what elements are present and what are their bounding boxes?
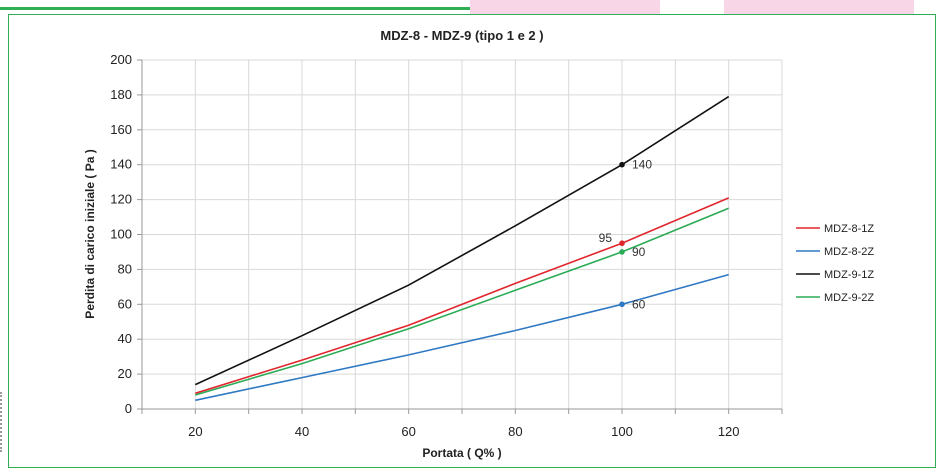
data-point-marker <box>619 249 625 255</box>
side-margin-marks <box>0 392 7 452</box>
y-tick-label: 40 <box>118 331 132 346</box>
x-tick-label: 100 <box>611 424 633 439</box>
series-line-mdz-8-1z <box>195 197 730 395</box>
series-line-mdz-9-1z <box>194 95 730 386</box>
x-tick-label: 80 <box>508 424 522 439</box>
x-tick-label: 40 <box>295 424 309 439</box>
y-tick-label: 80 <box>118 261 132 276</box>
y-tick-label: 180 <box>110 87 132 102</box>
legend-label: MDZ-9-1Z <box>824 269 874 281</box>
legend-label: MDZ-8-2Z <box>824 246 874 258</box>
data-label: 95 <box>599 231 613 245</box>
y-axis-title: Perdita di carico iniziale ( Pa ) <box>83 149 97 318</box>
data-label: 90 <box>632 245 646 259</box>
legend-label: MDZ-8-1Z <box>824 223 874 235</box>
x-axis-title: Portata ( Q% ) <box>422 446 501 460</box>
data-point-marker <box>619 240 625 247</box>
axes: 0 20 40 60 80 100 120 140 160 180 200 20 40 60 80 100 12… <box>110 52 783 439</box>
series-group: 95 60 140 90 <box>194 95 730 402</box>
data-label: 140 <box>632 158 652 172</box>
data-point-marker <box>619 161 625 168</box>
chart-title: MDZ-8 - MDZ-9 (tipo 1 e 2 ) <box>380 28 543 43</box>
data-label: 60 <box>632 297 646 311</box>
top-strip <box>0 0 942 14</box>
y-tick-label: 20 <box>118 366 132 381</box>
chart-frame <box>8 14 936 468</box>
series-line-mdz-9-2z <box>195 207 730 396</box>
x-tick-label: 120 <box>718 424 740 439</box>
legend: MDZ-8-1Z MDZ-8-2Z MDZ-9-1Z MDZ-9-2Z <box>796 223 874 304</box>
legend-label: MDZ-9-2Z <box>824 292 874 304</box>
y-tick-label: 60 <box>118 296 132 311</box>
pink-box-left <box>470 0 660 14</box>
y-tick-label: 100 <box>110 227 132 242</box>
series-line-mdz-8-2z <box>195 273 729 402</box>
y-tick-label: 120 <box>110 192 132 207</box>
data-point-marker <box>619 301 625 308</box>
y-tick-label: 140 <box>110 157 132 172</box>
pink-box-right <box>724 0 914 14</box>
y-tick-label: 160 <box>110 122 132 137</box>
x-tick-label: 60 <box>401 424 415 439</box>
x-tick-label: 20 <box>188 424 202 439</box>
grid <box>141 59 783 410</box>
top-green-underline <box>0 0 470 10</box>
y-tick-label: 200 <box>110 52 132 67</box>
y-tick-label: 0 <box>125 401 132 416</box>
